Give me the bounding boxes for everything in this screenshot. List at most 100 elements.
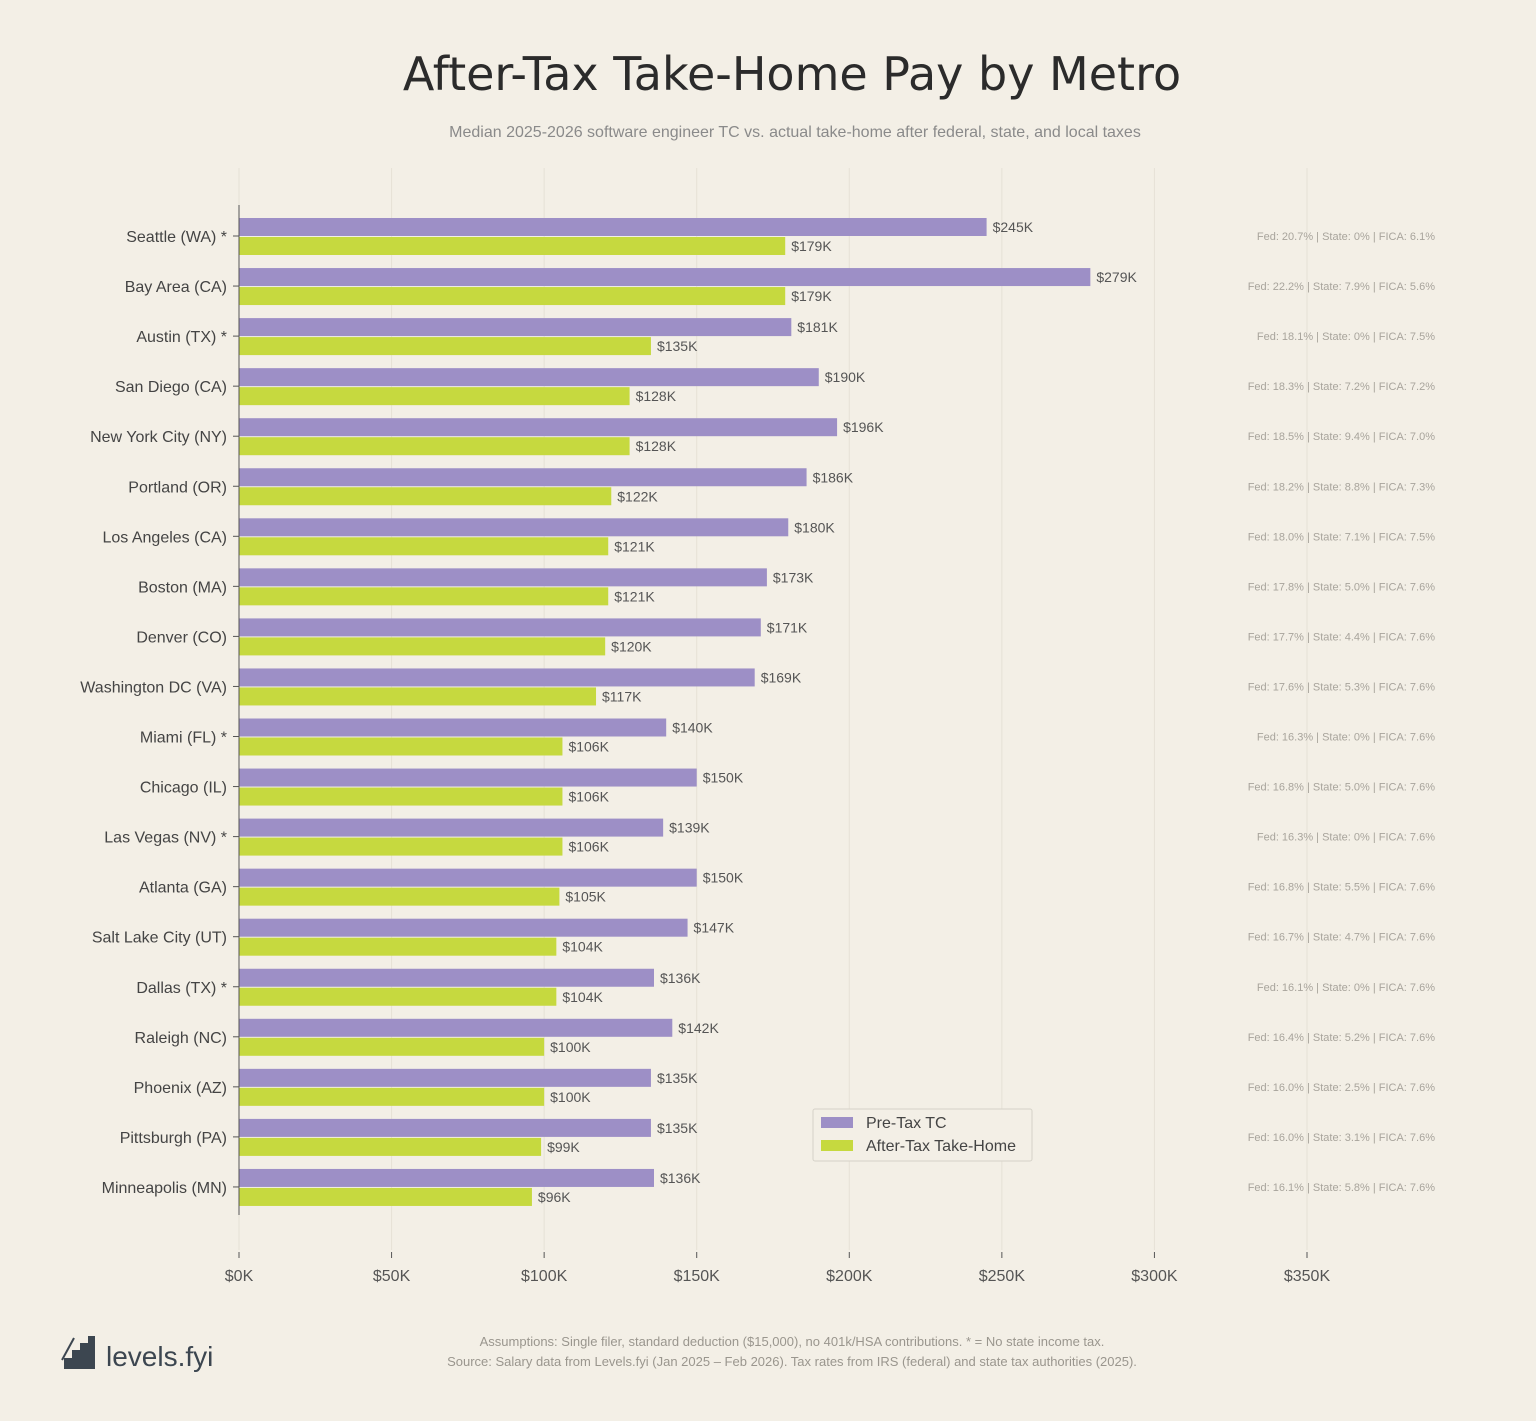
legend-box <box>812 1108 1033 1162</box>
bar-aftertax <box>239 737 563 756</box>
tax-annotation: Fed: 18.3% | State: 7.2% | FICA: 7.2% <box>1248 381 1436 393</box>
data-label: $150K <box>703 770 744 786</box>
bar-aftertax <box>239 1187 532 1206</box>
category-label: Seattle (WA) * <box>126 229 227 246</box>
data-label: $190K <box>825 369 866 385</box>
data-label: $104K <box>562 989 603 1005</box>
category-label: Minneapolis (MN) <box>102 1180 227 1197</box>
bar-pretax <box>239 218 987 236</box>
data-label: $173K <box>773 569 814 585</box>
data-label: $140K <box>672 720 713 736</box>
logo-slash-icon <box>61 1337 75 1361</box>
bar-pretax <box>239 318 792 337</box>
x-tick-label: $350K <box>1284 1268 1331 1285</box>
legend: Pre-Tax TC After-Tax Take-Home <box>812 1108 1033 1162</box>
x-axis: $0K $50K $100K $150K $200K $250K $300K $350K Sea… <box>80 205 1330 1285</box>
data-label: $120K <box>611 638 652 654</box>
x-tick-label: $0K <box>225 1268 254 1285</box>
data-label: $179K <box>791 288 832 304</box>
tax-annotation: Fed: 18.2% | State: 8.8% | FICA: 7.3% <box>1248 481 1436 493</box>
category-label: Atlanta (GA) <box>139 880 227 897</box>
chart-subtitle: Median 2025-2026 software engineer TC vs… <box>449 124 1141 141</box>
bar-aftertax <box>239 437 630 456</box>
x-tick-label: $250K <box>979 1268 1026 1285</box>
category-label: Los Angeles (CA) <box>102 529 227 546</box>
data-label: $128K <box>636 388 677 404</box>
bar-pretax <box>239 1068 651 1087</box>
bar-pretax <box>239 818 664 837</box>
bar-aftertax <box>239 937 557 956</box>
category-label: Las Vegas (NV) * <box>104 830 227 847</box>
x-tick-label: $300K <box>1131 1268 1178 1285</box>
bar-aftertax <box>239 887 560 906</box>
category-label: Boston (MA) <box>138 579 227 596</box>
bar-pretax <box>239 1018 673 1037</box>
bar-aftertax <box>239 1037 545 1056</box>
tax-annotation: Fed: 16.4% | State: 5.2% | FICA: 7.6% <box>1248 1032 1436 1044</box>
bar-aftertax <box>239 387 630 406</box>
category-label: San Diego (CA) <box>115 379 227 396</box>
bar-aftertax <box>239 987 557 1006</box>
category-label: Washington DC (VA) <box>80 679 227 696</box>
x-tick-label: $200K <box>826 1268 873 1285</box>
data-label: $106K <box>568 839 609 855</box>
data-label: $196K <box>843 419 884 435</box>
data-label: $135K <box>657 1070 698 1086</box>
category-label: Chicago (IL) <box>140 780 227 797</box>
data-label: $245K <box>993 219 1034 235</box>
bar-pretax <box>239 1168 654 1187</box>
legend-swatch-aftertax <box>821 1140 853 1151</box>
bar-aftertax <box>239 687 597 706</box>
bar-aftertax <box>239 1087 545 1106</box>
category-label: Dallas (TX) * <box>136 980 227 997</box>
data-label: $171K <box>767 619 808 635</box>
tax-annotation: Fed: 22.2% | State: 7.9% | FICA: 5.6% <box>1248 281 1436 293</box>
data-label: $181K <box>797 319 838 335</box>
bar-pretax <box>239 1118 651 1137</box>
legend-label-aftertax: After-Tax Take-Home <box>866 1138 1016 1155</box>
data-label: $180K <box>794 519 835 535</box>
logo: levels.fyi <box>61 1336 213 1372</box>
tax-annotation: Fed: 17.6% | State: 5.3% | FICA: 7.6% <box>1248 681 1436 693</box>
data-label: $100K <box>550 1089 591 1105</box>
category-label: Salt Lake City (UT) <box>92 930 227 947</box>
bar-pretax <box>239 518 789 537</box>
data-label: $150K <box>703 870 744 886</box>
legend-swatch-pretax <box>821 1117 853 1128</box>
bar-aftertax <box>239 637 606 656</box>
logo-stairs-icon <box>64 1336 95 1369</box>
category-label: Denver (CO) <box>136 629 227 646</box>
data-label: $279K <box>1096 269 1137 285</box>
data-label: $136K <box>660 970 701 986</box>
footer-source: Source: Salary data from Levels.fyi (Jan… <box>447 1354 1137 1369</box>
bar-pretax <box>239 968 654 987</box>
tax-annotation: Fed: 17.7% | State: 4.4% | FICA: 7.6% <box>1248 631 1436 643</box>
data-label: $96K <box>538 1189 571 1205</box>
tax-annotation: Fed: 16.1% | State: 5.8% | FICA: 7.6% <box>1248 1182 1436 1194</box>
bar-pretax <box>239 468 807 487</box>
data-label: $186K <box>813 469 854 485</box>
bar-aftertax <box>239 287 786 306</box>
legend-label-pretax: Pre-Tax TC <box>866 1115 947 1132</box>
bars: $245K $179K Fed: 20.7% | State: 0% | FICA:… <box>239 218 1435 1206</box>
tax-annotation: Fed: 16.7% | State: 4.7% | FICA: 7.6% <box>1248 932 1436 944</box>
data-label: $142K <box>678 1020 719 1036</box>
data-label: $106K <box>568 789 609 805</box>
bar-aftertax <box>239 337 651 356</box>
category-label: Pittsburgh (PA) <box>120 1130 227 1147</box>
category-label: Austin (TX) * <box>136 329 227 346</box>
data-label: $99K <box>547 1139 580 1155</box>
tax-annotation: Fed: 16.0% | State: 2.5% | FICA: 7.6% <box>1248 1082 1436 1094</box>
category-label: Raleigh (NC) <box>135 1030 227 1047</box>
category-label: New York City (NY) <box>90 429 227 446</box>
tax-annotation: Fed: 16.0% | State: 3.1% | FICA: 7.6% <box>1248 1132 1436 1144</box>
data-label: $136K <box>660 1170 701 1186</box>
data-label: $121K <box>614 538 655 554</box>
bar-pretax <box>239 268 1091 287</box>
bar-pretax <box>239 768 697 787</box>
tax-annotation: Fed: 16.8% | State: 5.0% | FICA: 7.6% <box>1248 782 1436 794</box>
bar-pretax <box>239 868 697 887</box>
data-label: $106K <box>568 739 609 755</box>
footer-assumptions: Assumptions: Single filer, standard dedu… <box>480 1334 1105 1349</box>
